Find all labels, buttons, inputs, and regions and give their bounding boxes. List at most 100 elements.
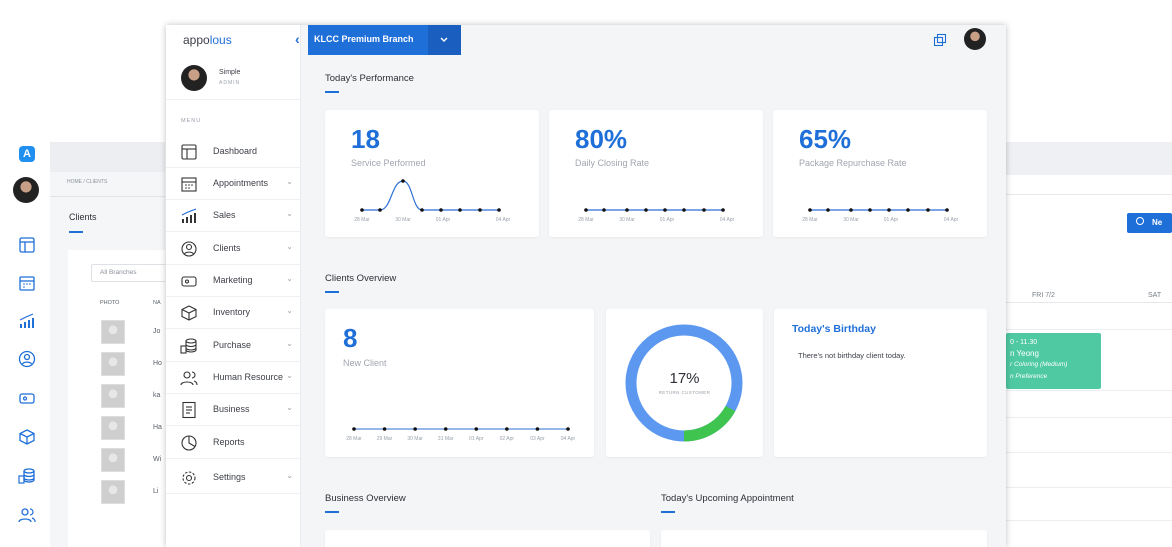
header-avatar[interactable] [964,28,986,50]
client-photo [101,320,125,344]
logo[interactable]: appolous [183,33,232,47]
section-title-performance: Today's Performance [325,73,414,84]
sparkline-date: 01 Apr [884,217,899,223]
sparkline-point [868,208,872,212]
sidebar-item-inventory[interactable]: Inventory ⌄ [166,297,301,329]
people-icon[interactable] [17,505,37,525]
sidebar-item-sales[interactable]: Sales ⌄ [166,200,301,232]
sparkline-date: 30 Mar [619,217,635,223]
client-name[interactable]: Ho [153,360,162,367]
calendar-day-fri: FRI 7/2 [1032,292,1055,299]
sales-chart-icon[interactable] [17,311,37,331]
sparkline-point [644,208,648,212]
sparkline-point [945,208,949,212]
user-name: Simple [219,69,241,76]
performance-value: 80% [575,124,628,154]
performance-sparkline: 28 Mar 30 Mar 01 Apr 04 Apr [802,208,959,223]
sparkline-point [721,208,725,212]
sparkline-point [443,427,448,431]
sparkline-point [682,208,686,212]
plus-circle-icon [1136,217,1144,225]
background-icon-rail: A [8,140,46,547]
sparkline-point [360,208,364,212]
section-title-business-overview: Business Overview [325,493,406,504]
page-title: Clients [69,212,97,222]
background-clients-page: HOME / CLIENTS Clients All Branches PHOT… [50,142,165,547]
client-name[interactable]: Jo [153,328,161,335]
column-photo: PHOTO [100,300,120,306]
new-button[interactable]: Ne [1127,213,1172,233]
birthday-title: Today's Birthday [792,323,876,335]
sparkline-date: 30 Mar [407,436,423,442]
sparkline-date: 30 Mar [395,217,411,223]
performance-value: 18 [351,124,380,154]
sidebar-item-label: Purchase [213,340,252,350]
sidebar-item-business[interactable]: Business ⌄ [166,394,301,426]
dashboard-icon [181,144,197,160]
sparkline-date: 28 Mar [802,217,818,223]
sidebar-item-reports[interactable]: Reports [166,427,301,459]
sparkline-point [887,208,891,212]
sparkline-date: 01 Apr [660,217,675,223]
sidebar-item-label: Appointments [213,178,269,188]
sparkline-point [505,427,509,431]
chevron-down-icon: ⌄ [286,242,293,251]
new-client-label: New Client [343,358,387,368]
sparkline-point [849,208,853,212]
appointment-preference: n Preference [1010,373,1048,380]
client-name[interactable]: Li [153,488,159,495]
people-icon [180,371,198,386]
breadcrumb: HOME / CLIENTS [67,179,108,185]
coins-icon[interactable] [17,466,37,486]
clients-icon[interactable] [17,349,37,369]
avatar[interactable] [13,177,39,203]
donut-value: 17% [669,370,700,387]
client-name[interactable]: Wi [153,456,162,463]
sparkline-point [702,208,706,212]
sidebar-item-settings[interactable]: Settings ⌄ [166,462,301,494]
marketing-icon[interactable] [17,388,37,408]
sidebar-item-dashboard[interactable]: Dashboard [166,136,301,168]
sidebar-item-human-resource[interactable]: Human Resource ⌄ [166,362,301,394]
sparkline-point [663,208,667,212]
sparkline-point [602,208,606,212]
sparkline-point [478,208,482,212]
sales-chart-icon [181,208,197,223]
performance-card: 65% Package Repurchase Rate 28 Mar 30 Mar 01… [773,110,987,237]
user-role: ADMIN [219,80,241,86]
appointment-block[interactable]: 0 - 11.30 n Yeong r Coloring (Medium) n … [1006,333,1101,389]
box-icon[interactable] [17,427,37,447]
collapse-icon[interactable]: ‹ [295,31,300,47]
chevron-down-icon: ⌄ [286,306,293,315]
column-name: NA [153,300,161,306]
birthday-card: Today's Birthday There's not birthday cl… [774,309,987,457]
performance-value: 65% [799,124,852,154]
upcoming-appointment-card [661,530,987,547]
branch-filter-value: All Branches [100,269,137,276]
performance-card: 80% Daily Closing Rate 28 Mar 30 Mar 01 Apr 0… [549,110,763,237]
sidebar: appolous ‹ Simple ADMIN MENU Dashboard Ap… [166,25,301,547]
coins-icon [180,338,197,354]
dashboard-icon[interactable] [17,235,37,255]
sparkline-date: 01 Apr [469,436,484,442]
sidebar-item-appointments[interactable]: Appointments ⌄ [166,168,301,200]
calendar-icon[interactable] [17,273,37,293]
top-bar: KLCC Premium Branch [301,25,1006,55]
sparkline-date: 30 Mar [843,217,859,223]
calendar-day-sat: SAT [1148,292,1162,299]
document-icon [182,401,196,419]
user-avatar[interactable] [181,65,207,91]
branch-selector[interactable]: KLCC Premium Branch [308,25,461,55]
sidebar-item-marketing[interactable]: Marketing ⌄ [166,265,301,297]
client-name[interactable]: Ha [153,424,162,431]
branch-filter-select[interactable]: All Branches [91,264,165,282]
client-name[interactable]: ka [153,392,161,399]
donut-return-segment [625,324,743,442]
logo-text-a: appo [183,33,210,47]
sidebar-item-clients[interactable]: Clients ⌄ [166,233,301,265]
logo-text-b: lous [209,33,232,47]
window-switch-icon[interactable] [933,33,947,47]
sparkline-date: 28 Mar [346,436,362,442]
sparkline-line [362,180,499,211]
sidebar-item-purchase[interactable]: Purchase ⌄ [166,330,301,362]
